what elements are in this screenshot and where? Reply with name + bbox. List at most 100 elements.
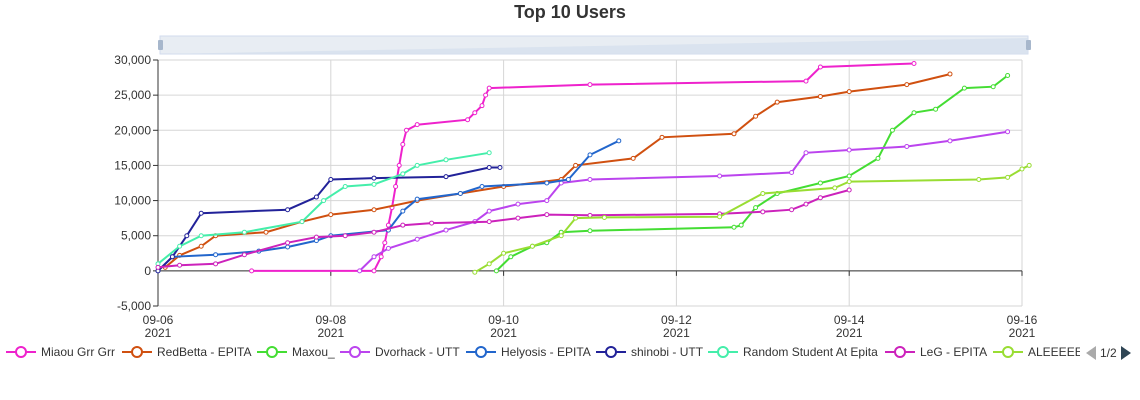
- data-point: [817, 64, 823, 70]
- data-point: [1026, 162, 1032, 168]
- legend-page-indicator: 1/2: [1100, 346, 1117, 360]
- data-point: [889, 127, 895, 133]
- y-tick-label: 5,000: [121, 229, 151, 243]
- data-point: [371, 181, 377, 187]
- series-leg-epita: [155, 187, 852, 270]
- data-point: [472, 269, 478, 275]
- data-point: [558, 233, 564, 239]
- data-point: [385, 222, 391, 228]
- data-point: [465, 117, 471, 123]
- y-tick-label: 25,000: [114, 88, 151, 102]
- legend-item[interactable]: Maxou_: [257, 342, 335, 362]
- data-point: [378, 254, 384, 260]
- data-point: [184, 233, 190, 239]
- series-maxou-: [493, 72, 1011, 274]
- data-point: [263, 229, 269, 235]
- legend-item[interactable]: Random Student At Epita: [708, 342, 878, 362]
- data-point: [486, 150, 492, 156]
- data-point: [400, 208, 406, 214]
- data-point: [169, 254, 175, 260]
- data-point: [544, 212, 550, 218]
- x-tick-sublabel: 2021: [1009, 326, 1036, 340]
- legend-item[interactable]: Miaou Grr Grr: [6, 342, 115, 362]
- y-tick-label: 10,000: [114, 194, 151, 208]
- legend-label: Miaou Grr Grr: [41, 345, 116, 359]
- data-point: [817, 94, 823, 100]
- data-point: [911, 61, 917, 67]
- data-point: [911, 110, 917, 116]
- data-point: [846, 89, 852, 95]
- data-point: [1005, 174, 1011, 180]
- x-tick-sublabel: 2021: [317, 326, 344, 340]
- series-line: [157, 189, 850, 269]
- data-zoom-slider[interactable]: [158, 35, 1031, 55]
- data-point: [515, 215, 521, 221]
- data-point: [817, 180, 823, 186]
- data-point: [753, 205, 759, 211]
- y-tick-label: 15,000: [114, 158, 151, 172]
- data-point: [587, 176, 593, 182]
- legend-swatch-icon: [466, 346, 496, 358]
- legend-next-page-icon[interactable]: [1120, 346, 1131, 360]
- legend-swatch-icon: [6, 346, 36, 358]
- zoom-handle-right: [1026, 40, 1031, 50]
- data-point: [630, 155, 636, 161]
- legend-items: Miaou Grr Grr RedBetta - EPITA Maxou_ Dvorh…: [0, 342, 1080, 364]
- data-point: [198, 210, 204, 216]
- data-point: [483, 92, 489, 98]
- data-point: [961, 85, 967, 91]
- legend-swatch-icon: [340, 346, 370, 358]
- data-point: [846, 147, 852, 153]
- legend-item[interactable]: RedBetta - EPITA: [122, 342, 251, 362]
- data-point: [486, 219, 492, 225]
- data-point: [573, 215, 579, 221]
- legend-prev-page-icon[interactable]: [1086, 346, 1096, 360]
- data-point: [616, 138, 622, 144]
- data-point: [472, 110, 478, 116]
- data-point: [443, 174, 449, 180]
- data-point: [587, 152, 593, 158]
- data-point: [155, 264, 161, 270]
- data-point: [371, 207, 377, 213]
- data-point: [371, 175, 377, 181]
- legend-label: Random Student At Epita: [743, 345, 878, 359]
- zoom-data-shadow: [160, 38, 1028, 54]
- data-point: [565, 176, 571, 182]
- data-point: [947, 71, 953, 77]
- legend-item[interactable]: LeG - EPITA: [885, 342, 987, 362]
- legend-item[interactable]: ALEEEEEEE: [993, 342, 1080, 362]
- data-point: [403, 127, 409, 133]
- legend-label: LeG - EPITA: [920, 345, 988, 359]
- legend-item[interactable]: Helyosis - EPITA: [466, 342, 591, 362]
- series-line: [157, 139, 620, 272]
- data-point: [457, 191, 463, 197]
- x-tick-sublabel: 2021: [490, 326, 517, 340]
- y-tick-label: 20,000: [114, 123, 151, 137]
- data-point: [717, 173, 723, 179]
- zoom-handle-left: [158, 40, 163, 50]
- data-point: [313, 234, 319, 240]
- data-point: [976, 176, 982, 182]
- data-point: [486, 261, 492, 267]
- legend-swatch-icon: [257, 346, 287, 358]
- data-point: [249, 268, 255, 274]
- series-aleeeeeee: [472, 162, 1032, 275]
- data-point: [947, 138, 953, 144]
- data-point: [414, 196, 420, 202]
- legend-label: shinobi - UTT: [631, 345, 704, 359]
- legend-item[interactable]: Dvorhack - UTT: [340, 342, 460, 362]
- data-point: [1005, 129, 1011, 135]
- data-point: [803, 201, 809, 207]
- legend-label: Maxou_: [292, 345, 335, 359]
- x-tick-label: 09-12: [661, 313, 692, 327]
- grid: [157, 59, 1023, 307]
- x-tick-label: 09-14: [834, 313, 865, 327]
- legend-item[interactable]: shinobi - UTT: [596, 342, 703, 362]
- data-point: [213, 252, 219, 258]
- data-point: [846, 179, 852, 185]
- data-point: [846, 187, 852, 193]
- data-point: [429, 220, 435, 226]
- data-point: [573, 162, 579, 168]
- data-point: [213, 261, 219, 267]
- data-point: [717, 214, 723, 220]
